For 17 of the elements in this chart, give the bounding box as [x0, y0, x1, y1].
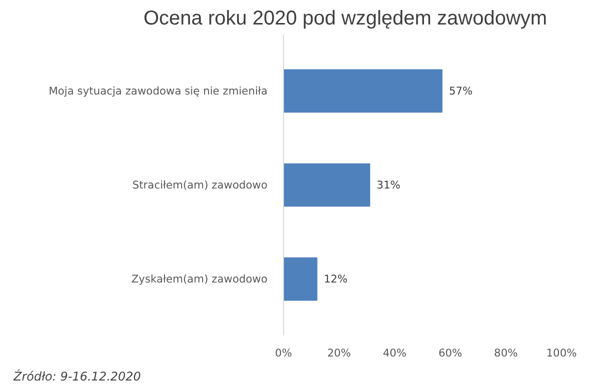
- bar: [284, 163, 370, 207]
- data-label: 31%: [376, 178, 400, 192]
- chart-title: Ocena roku 2020 pod względem zawodowym: [144, 8, 548, 30]
- x-tick-label: 0%: [275, 346, 292, 360]
- x-tick-label: 80%: [494, 346, 518, 360]
- x-tick-label: 40%: [382, 346, 407, 360]
- data-label: 57%: [448, 84, 473, 98]
- bar: [284, 69, 442, 113]
- x-tick-label: 100%: [546, 346, 577, 360]
- y-tick-label: Straciłem(am) zawodowo: [132, 178, 268, 192]
- x-tick-label: 60%: [438, 346, 462, 360]
- text: Źródło: 9-16.12.2020: [12, 368, 142, 384]
- y-tick-label: Moja sytuacja zawodowa się nie zmieniła: [48, 84, 268, 98]
- bar: [284, 257, 318, 301]
- y-tick-label: Zyskałem(am) zawodowo: [131, 272, 268, 286]
- data-label: 12%: [324, 272, 348, 286]
- x-tick-label: 20%: [327, 346, 351, 360]
